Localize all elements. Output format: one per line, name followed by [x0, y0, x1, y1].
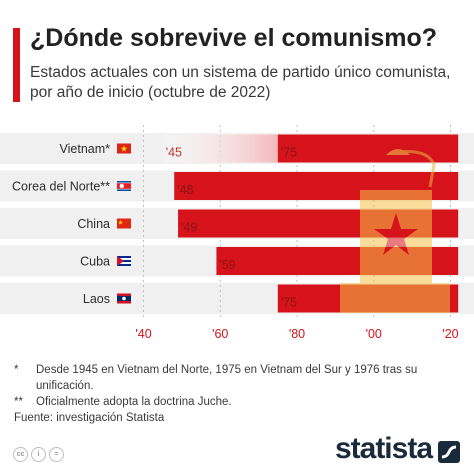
footnote-text: Oficialmente adopta la doctrina Juche. — [36, 396, 232, 408]
page-subtitle: Estados actuales con un sistema de parti… — [30, 64, 451, 101]
lamp-shade — [386, 149, 410, 155]
category-label: Corea del Norte** — [12, 180, 110, 194]
category-label: Cuba — [80, 255, 110, 269]
bar-chart: '45 '75 '48 '49 '59 '75 Vietnam* Corea del Nort… — [0, 125, 474, 341]
category-label: China — [77, 217, 110, 231]
laos-flag-icon — [117, 293, 131, 304]
title-accent-bar — [13, 28, 20, 102]
statista-logo[interactable]: statista — [334, 432, 433, 465]
vietnam-flag-icon — [117, 143, 131, 154]
cuba-flag-icon — [117, 256, 131, 266]
star-icon — [374, 213, 418, 255]
x-tick-label: '20 — [442, 327, 458, 341]
footnote-north-korea: ** Oficialmente adopta la doctrina Juche… — [14, 394, 464, 410]
license-icons: cc i = — [13, 447, 64, 462]
footnotes: * Desde 1945 en Vietnam del Norte, 1975 … — [14, 362, 464, 426]
bar-faded — [162, 134, 278, 163]
flag-base — [340, 283, 450, 313]
flag-illustration — [340, 149, 450, 313]
bar-label: '75 — [281, 146, 297, 160]
bar-label: '75 — [281, 296, 297, 310]
x-tick-label: '00 — [366, 327, 382, 341]
cc-icon[interactable]: cc — [13, 447, 28, 462]
footnote-text: Desde 1945 en Vietnam del Norte, 1975 en… — [36, 364, 418, 392]
category-label: Laos — [83, 292, 110, 306]
x-tick-label: '80 — [289, 327, 305, 341]
attribution-icon[interactable]: i — [31, 447, 46, 462]
footnote-vietnam: * Desde 1945 en Vietnam del Norte, 1975 … — [14, 362, 464, 394]
footnote-mark: ** — [14, 396, 23, 408]
category-label: Vietnam* — [60, 142, 111, 156]
north-korea-flag-icon — [117, 181, 131, 191]
no-derivatives-icon[interactable]: = — [49, 447, 64, 462]
source-note: Fuente: investigación Statista — [14, 412, 165, 424]
x-tick-label: '60 — [212, 327, 228, 341]
bar-label: '45 — [166, 146, 182, 160]
bar-label: '49 — [181, 221, 197, 235]
statista-logo-icon[interactable] — [438, 441, 460, 463]
bar-label: '48 — [177, 183, 193, 197]
footnote-mark: * — [14, 364, 19, 376]
x-tick-label: '40 — [135, 327, 151, 341]
page-title: ¿Dónde sobrevive el comunismo? — [30, 24, 438, 52]
bar-label: '59 — [219, 258, 235, 272]
footer: cc i = statista — [0, 432, 474, 474]
china-flag-icon — [117, 218, 131, 229]
